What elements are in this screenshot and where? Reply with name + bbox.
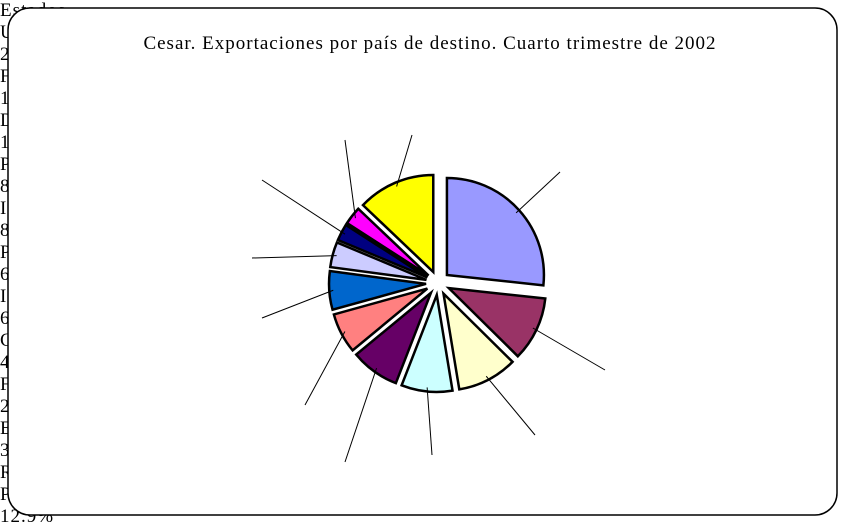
pie-slice (361, 173, 435, 275)
leader-line (304, 331, 346, 406)
pie-slice (327, 269, 427, 312)
pie-slice (332, 287, 429, 353)
leader-line (261, 179, 346, 235)
leader-line (485, 375, 536, 436)
leader-line (261, 289, 334, 319)
pie-slice (328, 240, 427, 282)
pie-slice (354, 288, 434, 385)
leader-line (396, 134, 413, 187)
chart-title: Cesar. Exportaciones por país de destino… (143, 33, 717, 54)
leader-line (251, 255, 337, 259)
pie-slice (441, 290, 515, 391)
pie-slice (345, 206, 430, 277)
leader-line (344, 139, 356, 219)
leader-line (532, 327, 606, 371)
leader-line (426, 387, 433, 456)
pie-slice (399, 290, 454, 394)
leader-line (344, 367, 378, 463)
leader-line (515, 171, 561, 214)
